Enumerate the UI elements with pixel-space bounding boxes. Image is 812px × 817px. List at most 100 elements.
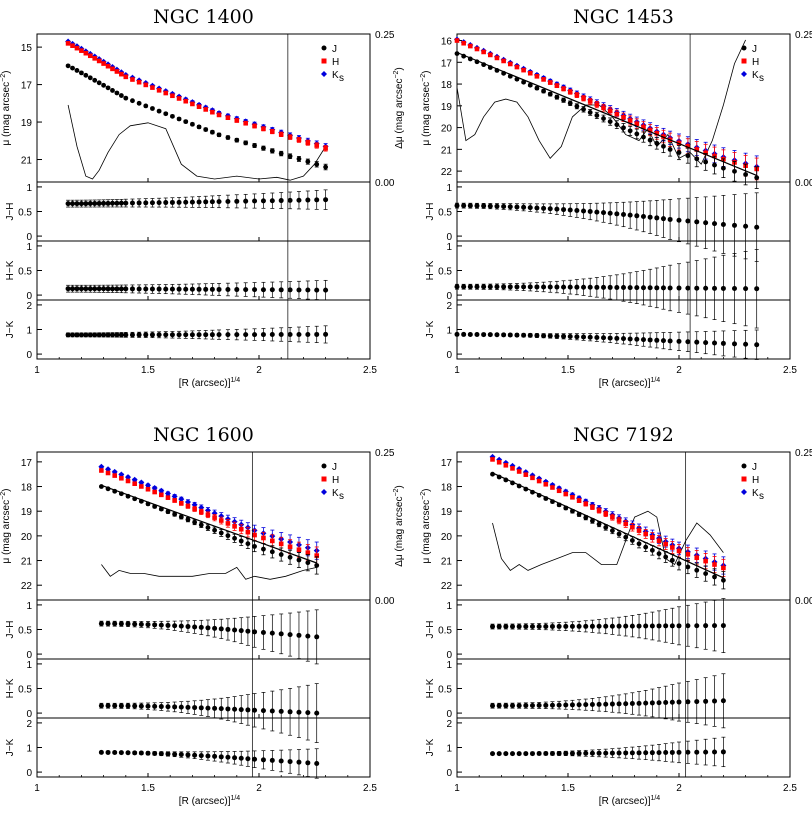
color-panel-hk: 0 0.5 1 H−K (425, 242, 760, 329)
point-H (150, 85, 155, 90)
color-point (314, 287, 320, 293)
series-H (454, 38, 759, 181)
point-K (118, 471, 125, 478)
mu-tick-label: 21 (441, 557, 453, 568)
point-J (156, 108, 162, 114)
point-K (125, 474, 132, 481)
color-point (503, 624, 509, 630)
color-axis-label: J−K (425, 738, 436, 756)
color-tick-label: 0.5 (438, 267, 452, 278)
color-tick-label: 2 (26, 719, 32, 730)
color-point (616, 623, 622, 629)
color-point (143, 200, 149, 206)
color-point (494, 203, 500, 209)
series-J (65, 63, 328, 171)
color-point (212, 705, 218, 711)
color-point (654, 285, 660, 291)
color-point (129, 332, 135, 338)
color-panel-hk: 0 0.5 1 H−K (5, 660, 320, 743)
color-point (101, 200, 107, 206)
color-point (109, 286, 115, 292)
color-point (467, 331, 473, 337)
color-panel-jh: 0 0.5 1 J−H (5, 601, 320, 665)
point-H (510, 466, 515, 471)
point-H (99, 468, 104, 473)
color-point (218, 626, 224, 632)
point-J (669, 557, 675, 563)
legend: JHK s (321, 462, 344, 502)
point-H (647, 127, 653, 133)
color-point (145, 703, 151, 709)
point-H (278, 132, 284, 137)
panel-title: NGC 1453 (573, 6, 674, 28)
hk-panel-frame (456, 658, 791, 719)
color-point (205, 705, 211, 711)
legend-label-K-sub: s (339, 73, 344, 84)
color-point (656, 750, 662, 756)
color-point (105, 332, 111, 338)
point-H (468, 43, 473, 49)
x-tick-label: 1.5 (561, 365, 575, 376)
color-tick-label: 0.5 (18, 267, 32, 278)
hk-panel-frame (36, 658, 371, 719)
color-point (114, 332, 120, 338)
point-K (184, 498, 191, 505)
color-point (490, 751, 496, 757)
point-H (496, 459, 502, 465)
legend-label-K-sub: s (339, 491, 344, 502)
point-H (296, 547, 302, 553)
color-point (732, 286, 737, 292)
point-J (79, 70, 84, 76)
color-point (212, 625, 218, 631)
point-H (536, 478, 542, 484)
color-point (305, 197, 311, 203)
point-J (561, 97, 566, 103)
color-point (269, 708, 275, 714)
point-K (131, 476, 138, 483)
color-point (152, 750, 158, 756)
point-H (179, 501, 184, 506)
color-point (481, 284, 487, 290)
point-H (270, 129, 275, 134)
color-point (634, 213, 640, 219)
color-point (743, 223, 749, 229)
color-point (643, 750, 649, 756)
point-H (110, 66, 115, 72)
color-point (145, 622, 151, 628)
fit-line (456, 51, 757, 177)
residual-tick-label: 0.00 (375, 178, 395, 189)
color-point (192, 752, 198, 758)
color-point (703, 623, 709, 629)
color-axis-label: H−K (5, 260, 16, 280)
color-point (74, 286, 80, 292)
point-H (514, 64, 520, 70)
color-point (621, 336, 626, 342)
legend-label-K: K (332, 70, 339, 81)
color-point (183, 286, 189, 292)
color-point (189, 286, 195, 292)
point-H (210, 109, 215, 115)
color-axis-label: J−K (5, 738, 16, 756)
color-panel-hk: 0 0.5 1 H−K (425, 660, 726, 729)
point-J (587, 109, 593, 115)
color-point (156, 200, 162, 206)
x-tick-label: 1.5 (561, 783, 575, 794)
color-point (65, 286, 71, 292)
color-point (503, 703, 509, 709)
legend-label-J: J (332, 44, 337, 55)
color-point (269, 332, 275, 338)
color-point (516, 624, 522, 630)
point-H (594, 102, 600, 107)
color-point (156, 286, 162, 292)
color-point (496, 703, 502, 709)
color-tick-label: 0.5 (438, 685, 452, 696)
color-point (536, 623, 542, 629)
color-point (83, 332, 89, 338)
point-J (238, 538, 244, 544)
color-point (654, 215, 660, 221)
color-point (296, 287, 302, 293)
color-tick-label: 0.5 (438, 626, 452, 637)
point-H (218, 518, 224, 523)
color-point (216, 199, 222, 205)
color-point (547, 333, 553, 339)
